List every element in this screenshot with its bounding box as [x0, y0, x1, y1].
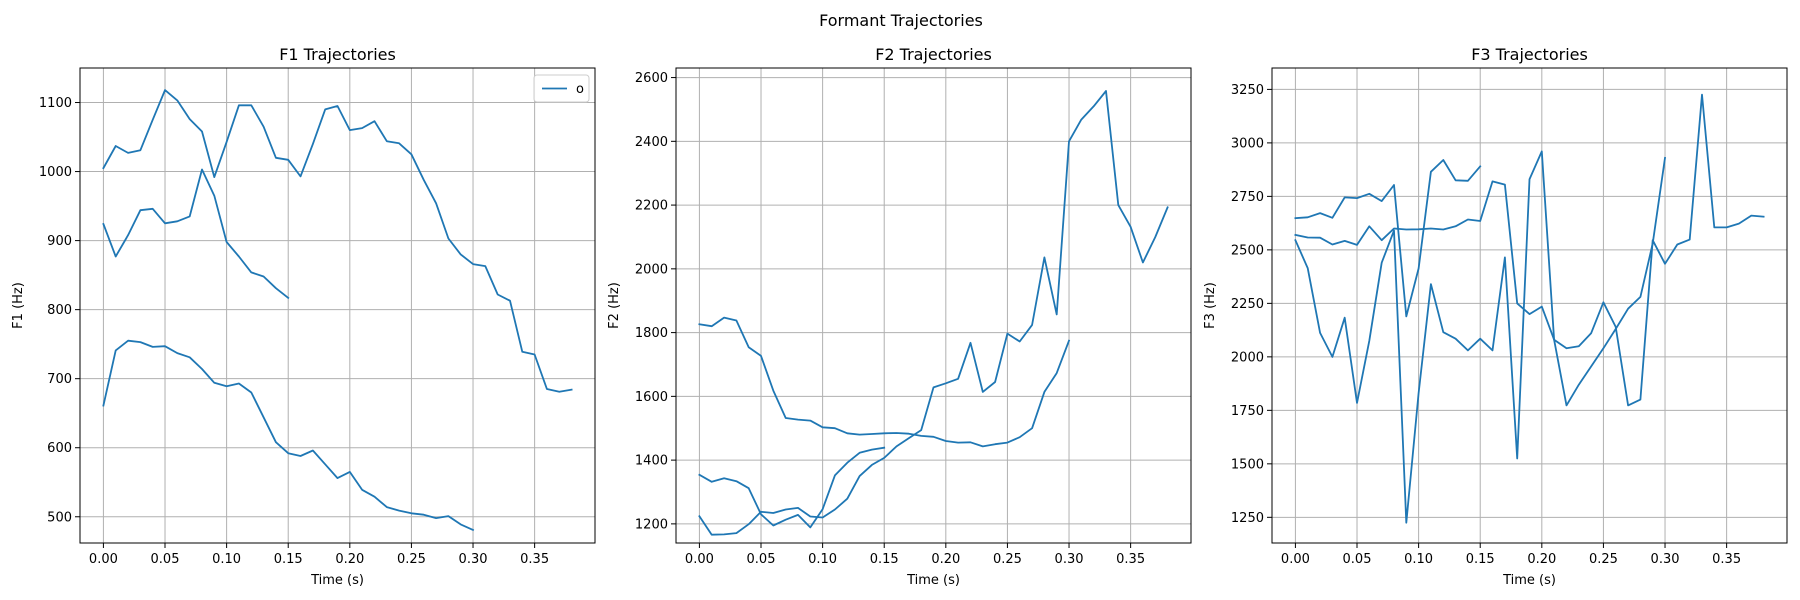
f2-ytick-label: 1400: [635, 454, 668, 469]
f2-xtick-label: 0.35: [1116, 552, 1145, 567]
f1-xtick-label: 0.25: [397, 552, 426, 567]
f1-series-line-1: [102, 89, 573, 393]
f1-xtick-label: 0.00: [89, 552, 118, 567]
f1-ytick-label: 800: [47, 303, 72, 318]
f3-xtick-label: 0.25: [1589, 552, 1618, 567]
f3-ytick-label: 2250: [1231, 297, 1264, 312]
f3-ytick-label: 1250: [1231, 511, 1264, 526]
f2-series-line-1: [698, 316, 1071, 448]
figure-title: Formant Trajectories: [819, 11, 983, 30]
f3-ytick-label: 1750: [1231, 404, 1264, 419]
f1-ytick-label: 1000: [39, 165, 72, 180]
f3-xtick-label: 0.35: [1712, 552, 1741, 567]
f3-xtick-label: 0.15: [1466, 552, 1495, 567]
f1-xtick-label: 0.15: [274, 552, 303, 567]
f2-series-line-2: [698, 446, 886, 529]
f2-ylabel: F2 (Hz): [607, 282, 622, 329]
f2-title: F2 Trajectories: [875, 45, 992, 64]
f2-ytick-label: 2000: [635, 262, 668, 277]
f1-ytick-label: 600: [47, 441, 72, 456]
f1-ylabel: F1 (Hz): [11, 282, 26, 329]
f1-ytick-label: 500: [47, 510, 72, 525]
f1-ytick-label: 700: [47, 372, 72, 387]
f1-xtick-label: 0.30: [459, 552, 488, 567]
f3-xtick-label: 0.05: [1343, 552, 1372, 567]
f2-xtick-label: 0.05: [747, 552, 776, 567]
f1-panel: 0.00 0.05 0.10 0.15 0.20 0.25 0.30 0.35 500 600 70…: [11, 45, 596, 588]
f3-xtick-label: 0.00: [1281, 552, 1310, 567]
f1-legend: o: [533, 74, 590, 103]
f2-xtick-label: 0.20: [931, 552, 960, 567]
f1-axes-frame: [79, 67, 596, 544]
f3-ytick-label: 3250: [1231, 83, 1264, 98]
f3-series-line-2: [1294, 93, 1765, 524]
f2-panel: 0.00 0.05 0.10 0.15 0.20 0.25 0.30 0.35 1200 1400…: [607, 45, 1192, 588]
f3-axes-frame: [1271, 67, 1788, 544]
f3-xtick-label: 0.10: [1404, 552, 1433, 567]
f1-xtick-label: 0.05: [151, 552, 180, 567]
f1-xtick-label: 0.10: [212, 552, 241, 567]
f1-series-line-2: [102, 168, 290, 300]
f2-ytick-label: 2200: [635, 199, 668, 214]
f3-xlabel: Time (s): [1502, 573, 1556, 588]
f1-ytick-label: 1100: [39, 96, 72, 111]
f1-xlabel: Time (s): [310, 573, 364, 588]
f2-xtick-label: 0.15: [870, 552, 899, 567]
f2-xlabel: Time (s): [906, 573, 960, 588]
f2-xtick-label: 0.25: [993, 552, 1022, 567]
f3-ylabel: F3 (Hz): [1203, 282, 1218, 329]
f1-legend-label: o: [576, 82, 584, 97]
f3-ytick-label: 2500: [1231, 243, 1264, 258]
f3-panel: 0.00 0.05 0.10 0.15 0.20 0.25 0.30 0.35 1250 1500…: [1203, 45, 1788, 588]
f1-xtick-label: 0.20: [335, 552, 364, 567]
f2-ytick-label: 2400: [635, 135, 668, 150]
f3-title: F3 Trajectories: [1471, 45, 1588, 64]
f3-ytick-label: 3000: [1231, 136, 1264, 151]
f2-ytick-label: 1800: [635, 326, 668, 341]
f2-xtick-label: 0.00: [685, 552, 714, 567]
f1-series-line-3: [102, 339, 475, 532]
f3-ytick-label: 2000: [1231, 350, 1264, 365]
f1-xtick-label: 0.35: [520, 552, 549, 567]
f3-series-line-1: [1294, 159, 1482, 318]
f3-xtick-label: 0.20: [1527, 552, 1556, 567]
f2-ytick-label: 2600: [635, 71, 668, 86]
f2-xtick-label: 0.30: [1055, 552, 1084, 567]
f2-ytick-label: 1200: [635, 517, 668, 532]
f3-ytick-label: 2750: [1231, 190, 1264, 205]
f2-series-line-3: [698, 90, 1169, 536]
f3-series-line-3: [1294, 156, 1667, 407]
f1-ytick-label: 900: [47, 234, 72, 249]
f2-ytick-label: 1600: [635, 390, 668, 405]
f3-xtick-label: 0.30: [1651, 552, 1680, 567]
f3-ytick-label: 1500: [1231, 457, 1264, 472]
f2-xtick-label: 0.10: [808, 552, 837, 567]
f2-axes-frame: [675, 67, 1192, 544]
f1-title: F1 Trajectories: [279, 45, 396, 64]
